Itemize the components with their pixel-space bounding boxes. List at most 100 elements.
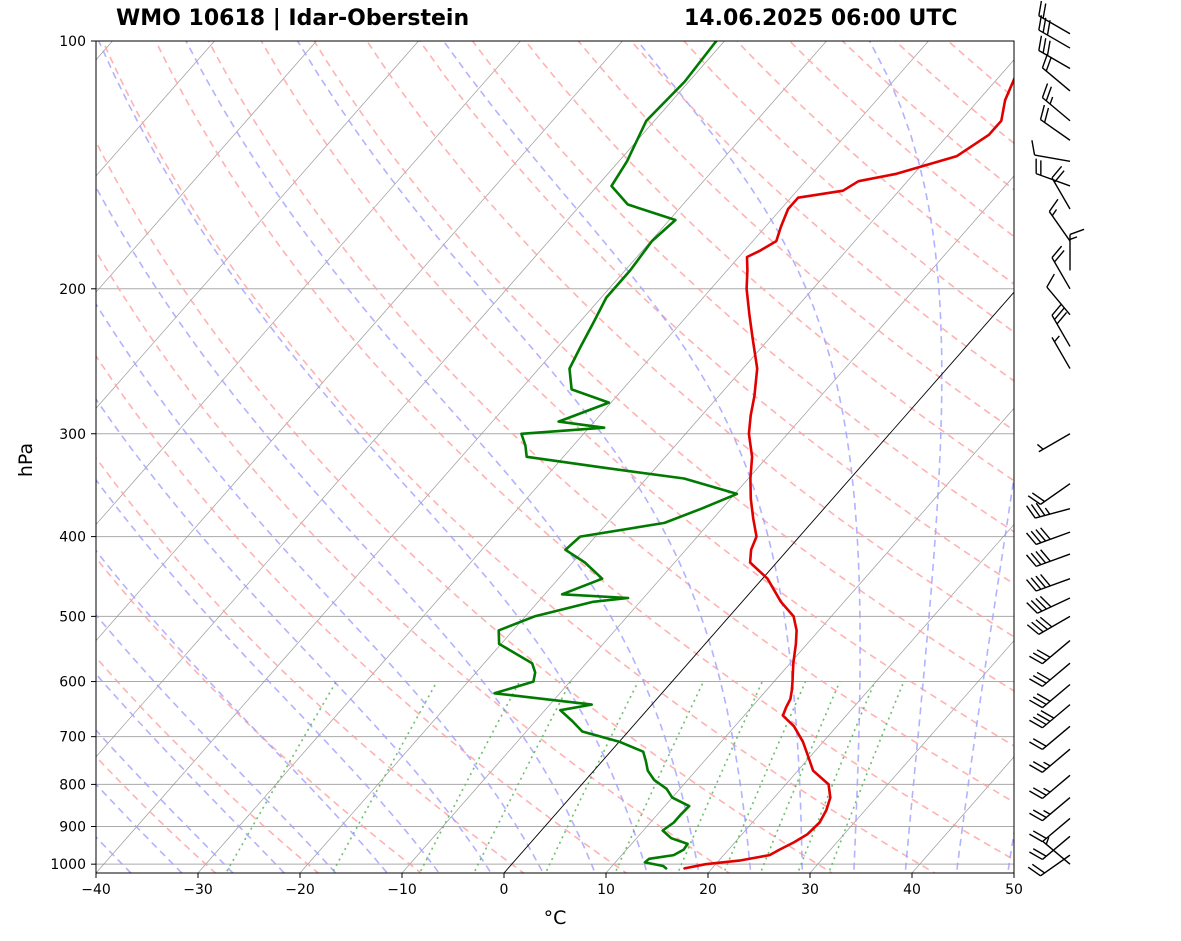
wind-barb-feather xyxy=(1029,719,1043,729)
wind-barb-feather xyxy=(1045,56,1053,72)
moist-adiabat-20 xyxy=(185,41,700,873)
wind-barb-feather xyxy=(1053,249,1065,263)
wind-barb-shaft xyxy=(1051,337,1071,369)
wind-barb-feather xyxy=(1036,649,1051,658)
wind-barb-half-feather xyxy=(1043,787,1051,793)
wind-barb-feather xyxy=(1029,655,1043,665)
wind-barb-feather xyxy=(1032,738,1047,747)
wind-barb-feather xyxy=(1038,35,1043,51)
wind-barb xyxy=(1039,104,1071,141)
wind-barb-shaft xyxy=(1041,683,1071,709)
x-tick-label--20: −20 xyxy=(285,882,315,898)
wind-barb-feather xyxy=(1035,575,1047,589)
wind-barb-feather xyxy=(1051,303,1063,316)
x-tick-label--30: −30 xyxy=(183,882,213,898)
moist-adiabat-50 xyxy=(1006,828,1014,873)
wind-barb-shaft xyxy=(1041,817,1071,843)
wind-barb-feather xyxy=(1040,573,1051,587)
x-tick-label--40: −40 xyxy=(81,882,111,898)
moist-adiabats xyxy=(96,41,1014,873)
wind-barbs xyxy=(1025,0,1085,877)
y-tick-label-200: 200 xyxy=(59,282,86,298)
wind-barb-feather xyxy=(1048,198,1059,212)
isotherm--20 xyxy=(299,59,1014,873)
wind-barb-feather xyxy=(1040,527,1051,540)
dry-adiabat-20 xyxy=(96,249,731,873)
wind-barb xyxy=(1029,662,1071,687)
dry-adiabat-140 xyxy=(630,41,1014,382)
wind-barb xyxy=(1046,273,1071,316)
wind-barb-feather xyxy=(1051,165,1063,179)
wind-barb-half-feather xyxy=(1043,809,1051,815)
wind-barb-feather xyxy=(1031,140,1036,156)
wind-barb xyxy=(1025,549,1071,568)
wind-barb xyxy=(1025,527,1071,546)
wind-barb xyxy=(1036,433,1071,453)
wind-barb-feather xyxy=(1051,245,1063,259)
wind-barb-feather xyxy=(1032,675,1047,684)
wind-barb-feather xyxy=(1032,787,1047,796)
mixing-ratio-line-5 xyxy=(544,681,639,873)
isotherm--90 xyxy=(96,41,317,293)
mixing-ratio-lines xyxy=(224,681,905,873)
wind-barb-half-feather xyxy=(1044,507,1051,515)
wind-barb-feather xyxy=(1025,532,1037,545)
wind-barb xyxy=(1038,35,1071,70)
wind-barb-feather xyxy=(1030,504,1041,518)
wind-barb-feather xyxy=(1043,107,1050,123)
wind-barb-feather xyxy=(1032,809,1047,819)
wind-barb-shaft xyxy=(1040,483,1071,505)
wind-barb-feather xyxy=(1031,863,1046,874)
dewpoint-profile xyxy=(493,41,739,870)
chart-title-datetime: 14.06.2025 06:00 UTC xyxy=(684,6,958,31)
wind-barb-half-feather xyxy=(1043,761,1051,767)
wind-barb-feather xyxy=(1029,851,1043,861)
wind-barb-feather xyxy=(1025,579,1037,592)
wind-barb-shaft xyxy=(1040,854,1071,877)
wind-barb-shaft xyxy=(1038,433,1071,453)
mixing-ratio-line-0.4 xyxy=(224,681,337,873)
wind-barb-feather xyxy=(1042,3,1047,19)
wind-barb-feather xyxy=(1036,693,1051,702)
wind-barb-feather xyxy=(1035,619,1048,630)
wind-barb-feather xyxy=(1046,40,1051,56)
wind-barb-feather xyxy=(1035,529,1047,542)
isotherm--80 xyxy=(96,41,419,409)
temperature-profile xyxy=(683,76,1014,870)
wind-barb-feather xyxy=(1040,549,1051,562)
dry-adiabat-80 xyxy=(313,41,1014,692)
wind-barb xyxy=(1041,83,1071,122)
dry-adiabats xyxy=(96,41,1014,873)
wind-barb xyxy=(1031,140,1071,162)
wind-barb-shaft xyxy=(1038,615,1071,635)
isotherm--60 xyxy=(96,41,623,642)
mixing-ratio-line-3 xyxy=(472,681,572,873)
wind-barb xyxy=(1025,573,1071,592)
moist-adiabat--10 xyxy=(96,549,389,873)
wind-barb-feather xyxy=(1029,812,1043,822)
wind-barb-shaft xyxy=(1041,97,1071,122)
wind-barb xyxy=(1029,725,1071,751)
wind-barb xyxy=(1029,704,1071,729)
dry-adiabat-0 xyxy=(96,456,526,873)
wind-barb-feather xyxy=(1045,86,1053,102)
wind-barb xyxy=(1029,797,1071,822)
wind-barb-feather xyxy=(1029,741,1043,751)
wind-barb xyxy=(1029,817,1071,843)
x-axis-label: °C xyxy=(544,907,567,929)
wind-barb-half-feather xyxy=(1045,836,1050,845)
wind-barb xyxy=(1029,748,1071,773)
mixing-ratio-line-2 xyxy=(418,681,521,873)
moist-adiabat--5 xyxy=(96,478,441,873)
wind-barb-feather xyxy=(1038,0,1043,16)
wind-barb-shaft xyxy=(1051,177,1071,210)
x-tick-label-50: 50 xyxy=(1005,882,1023,898)
wind-barb-feather xyxy=(1039,616,1053,628)
wind-barb-shaft xyxy=(1041,748,1071,773)
wind-barb-feather xyxy=(1025,554,1037,567)
dry-adiabat--30 xyxy=(96,755,217,873)
dry-adiabat-50 xyxy=(154,41,1014,861)
wind-barb xyxy=(1051,245,1071,290)
y-axis-label: hPa xyxy=(15,443,37,477)
